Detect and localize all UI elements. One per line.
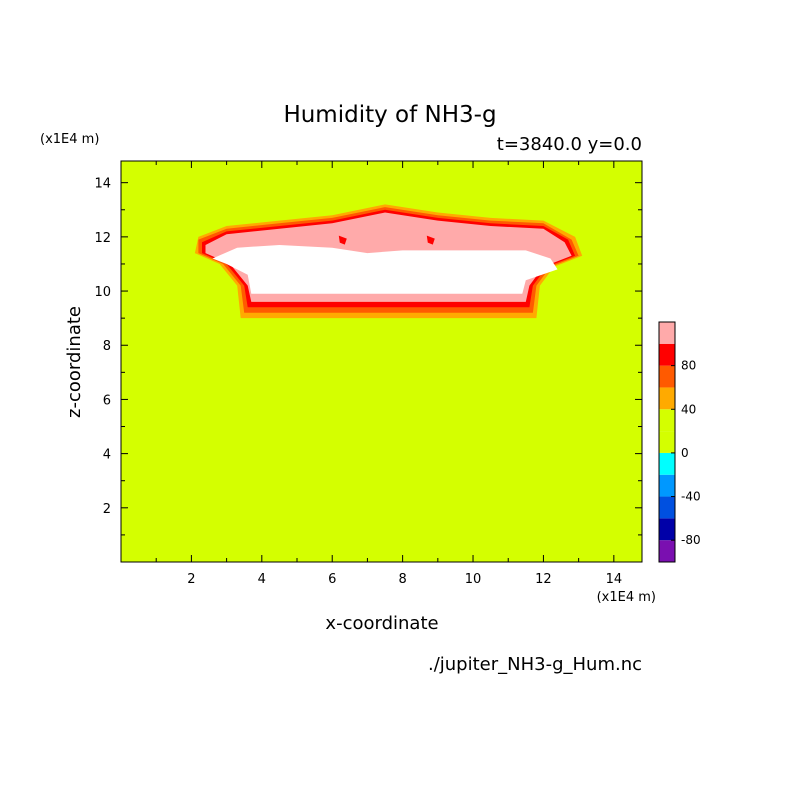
colorbar-tick-label-4: -80 bbox=[681, 533, 701, 547]
colorbar-bin-3 bbox=[659, 474, 675, 497]
colorbar-bin-7 bbox=[659, 387, 675, 410]
x-axis-label: x-coordinate bbox=[325, 613, 438, 634]
colorbar-bin-9 bbox=[659, 343, 675, 366]
colorbar-bin-4 bbox=[659, 452, 675, 475]
colorbar-bin-0 bbox=[659, 540, 675, 562]
y-tick-label-2: 6 bbox=[103, 393, 111, 408]
colorbar-frame bbox=[658, 321, 676, 563]
x-tick-label-5: 12 bbox=[535, 572, 552, 587]
y-tick-label-1: 4 bbox=[103, 448, 111, 463]
x-scale-label: (x1E4 m) bbox=[597, 590, 656, 605]
colorbar-tick-label-3: -40 bbox=[681, 490, 701, 504]
colorbar-tick-label-1: 40 bbox=[681, 402, 696, 416]
y-tick-label-6: 14 bbox=[94, 177, 111, 192]
y-tick-label-4: 10 bbox=[94, 285, 111, 300]
x-tick-label-4: 10 bbox=[465, 572, 482, 587]
source-file-label: ./jupiter_NH3-g_Hum.nc bbox=[428, 654, 642, 675]
x-tick-label-1: 4 bbox=[258, 572, 266, 587]
colorbar: 80 40 0 -40 -80 bbox=[658, 321, 701, 563]
x-tick-label-6: 14 bbox=[606, 572, 623, 587]
y-axis-label: z-coordinate bbox=[64, 306, 85, 418]
contour-region-4 bbox=[212, 245, 558, 294]
chart-title: Humidity of NH3-g bbox=[283, 102, 496, 128]
y-scale-label: (x1E4 m) bbox=[40, 132, 99, 147]
colorbar-tick-label-2: 0 bbox=[681, 446, 689, 460]
colorbar-bin-2 bbox=[659, 496, 675, 519]
y-tick-label-0: 2 bbox=[103, 502, 111, 517]
colorbar-tick-label-0: 80 bbox=[681, 359, 696, 373]
humidity-spot-0 bbox=[338, 235, 347, 245]
colorbar-bin-6 bbox=[659, 409, 675, 432]
y-tick-label-5: 12 bbox=[94, 231, 111, 246]
x-tick-label-0: 2 bbox=[187, 572, 195, 587]
x-tick-label-2: 6 bbox=[328, 572, 336, 587]
colorbar-bin-10 bbox=[659, 322, 675, 344]
plot-frame bbox=[120, 160, 643, 563]
humidity-spot-1 bbox=[426, 235, 435, 245]
plot-area: 2 4 6 8 10 12 14 2 4 6 8 10 12 14 bbox=[94, 160, 643, 587]
chart-subtitle: t=3840.0 y=0.0 bbox=[497, 134, 642, 155]
colorbar-bin-5 bbox=[659, 431, 675, 453]
x-tick-label-3: 8 bbox=[398, 572, 406, 587]
colorbar-bin-8 bbox=[659, 365, 675, 388]
y-tick-label-3: 8 bbox=[103, 339, 111, 354]
colorbar-bin-1 bbox=[659, 518, 675, 541]
